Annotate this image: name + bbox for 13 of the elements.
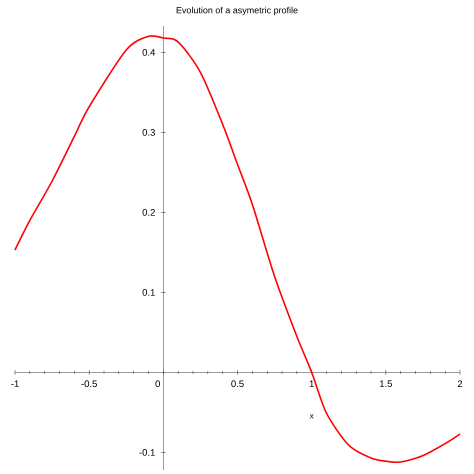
y-tick-label: -0.1 (139, 449, 155, 456)
chart-title: Evolution of a asymetric profile (176, 6, 298, 16)
x-tick-label: 0 (155, 380, 160, 388)
y-tick-label: 0.2 (142, 209, 155, 216)
y-tick-label: 0.4 (142, 49, 156, 56)
x-tick-label: 2 (458, 380, 462, 388)
x-tick-label: -0.5 (81, 380, 97, 388)
x-tick-label: -1 (11, 380, 19, 387)
y-tick-label: 0.3 (142, 129, 155, 136)
x-tick-label: 1.5 (380, 380, 392, 388)
y-tick-label: 0.1 (142, 289, 155, 296)
x-tick-label: 0.5 (231, 380, 244, 388)
x-tick-label: 1 (310, 380, 314, 387)
